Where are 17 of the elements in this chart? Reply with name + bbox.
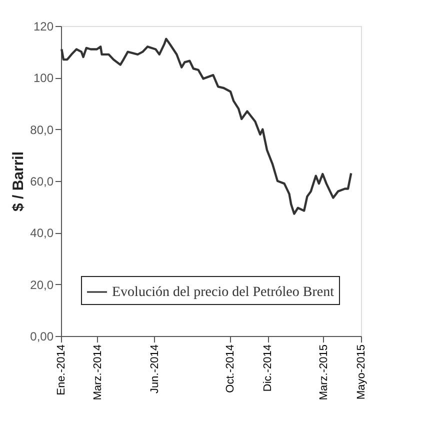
y-tick-label: 0,00 xyxy=(30,330,54,344)
y-tick-label: 120 xyxy=(33,20,54,34)
y-tick-label: 40,0 xyxy=(30,226,54,240)
y-tick-label: 80,0 xyxy=(30,122,54,137)
x-tick-label: Ene.-2014 xyxy=(56,344,68,396)
y-tick-label: 60,0 xyxy=(30,174,54,188)
x-tick-label: Marz.-2015 xyxy=(318,344,330,400)
x-tick-label: Mayo-2015 xyxy=(356,344,368,400)
y-axis-title: $ / Barril xyxy=(10,151,28,212)
legend-label: Evolución del precio del Petróleo Brent xyxy=(112,285,334,300)
x-tick-label: Oct.-2014 xyxy=(224,344,236,393)
x-tick-label: Dic.-2014 xyxy=(262,344,274,392)
y-tick-label: 100 xyxy=(33,71,54,86)
y-tick-label: 20,0 xyxy=(30,278,54,292)
line-series xyxy=(60,38,352,215)
x-tick-label: Jun.-2014 xyxy=(148,344,161,394)
x-tick-label: Marz.-2014 xyxy=(92,344,104,400)
